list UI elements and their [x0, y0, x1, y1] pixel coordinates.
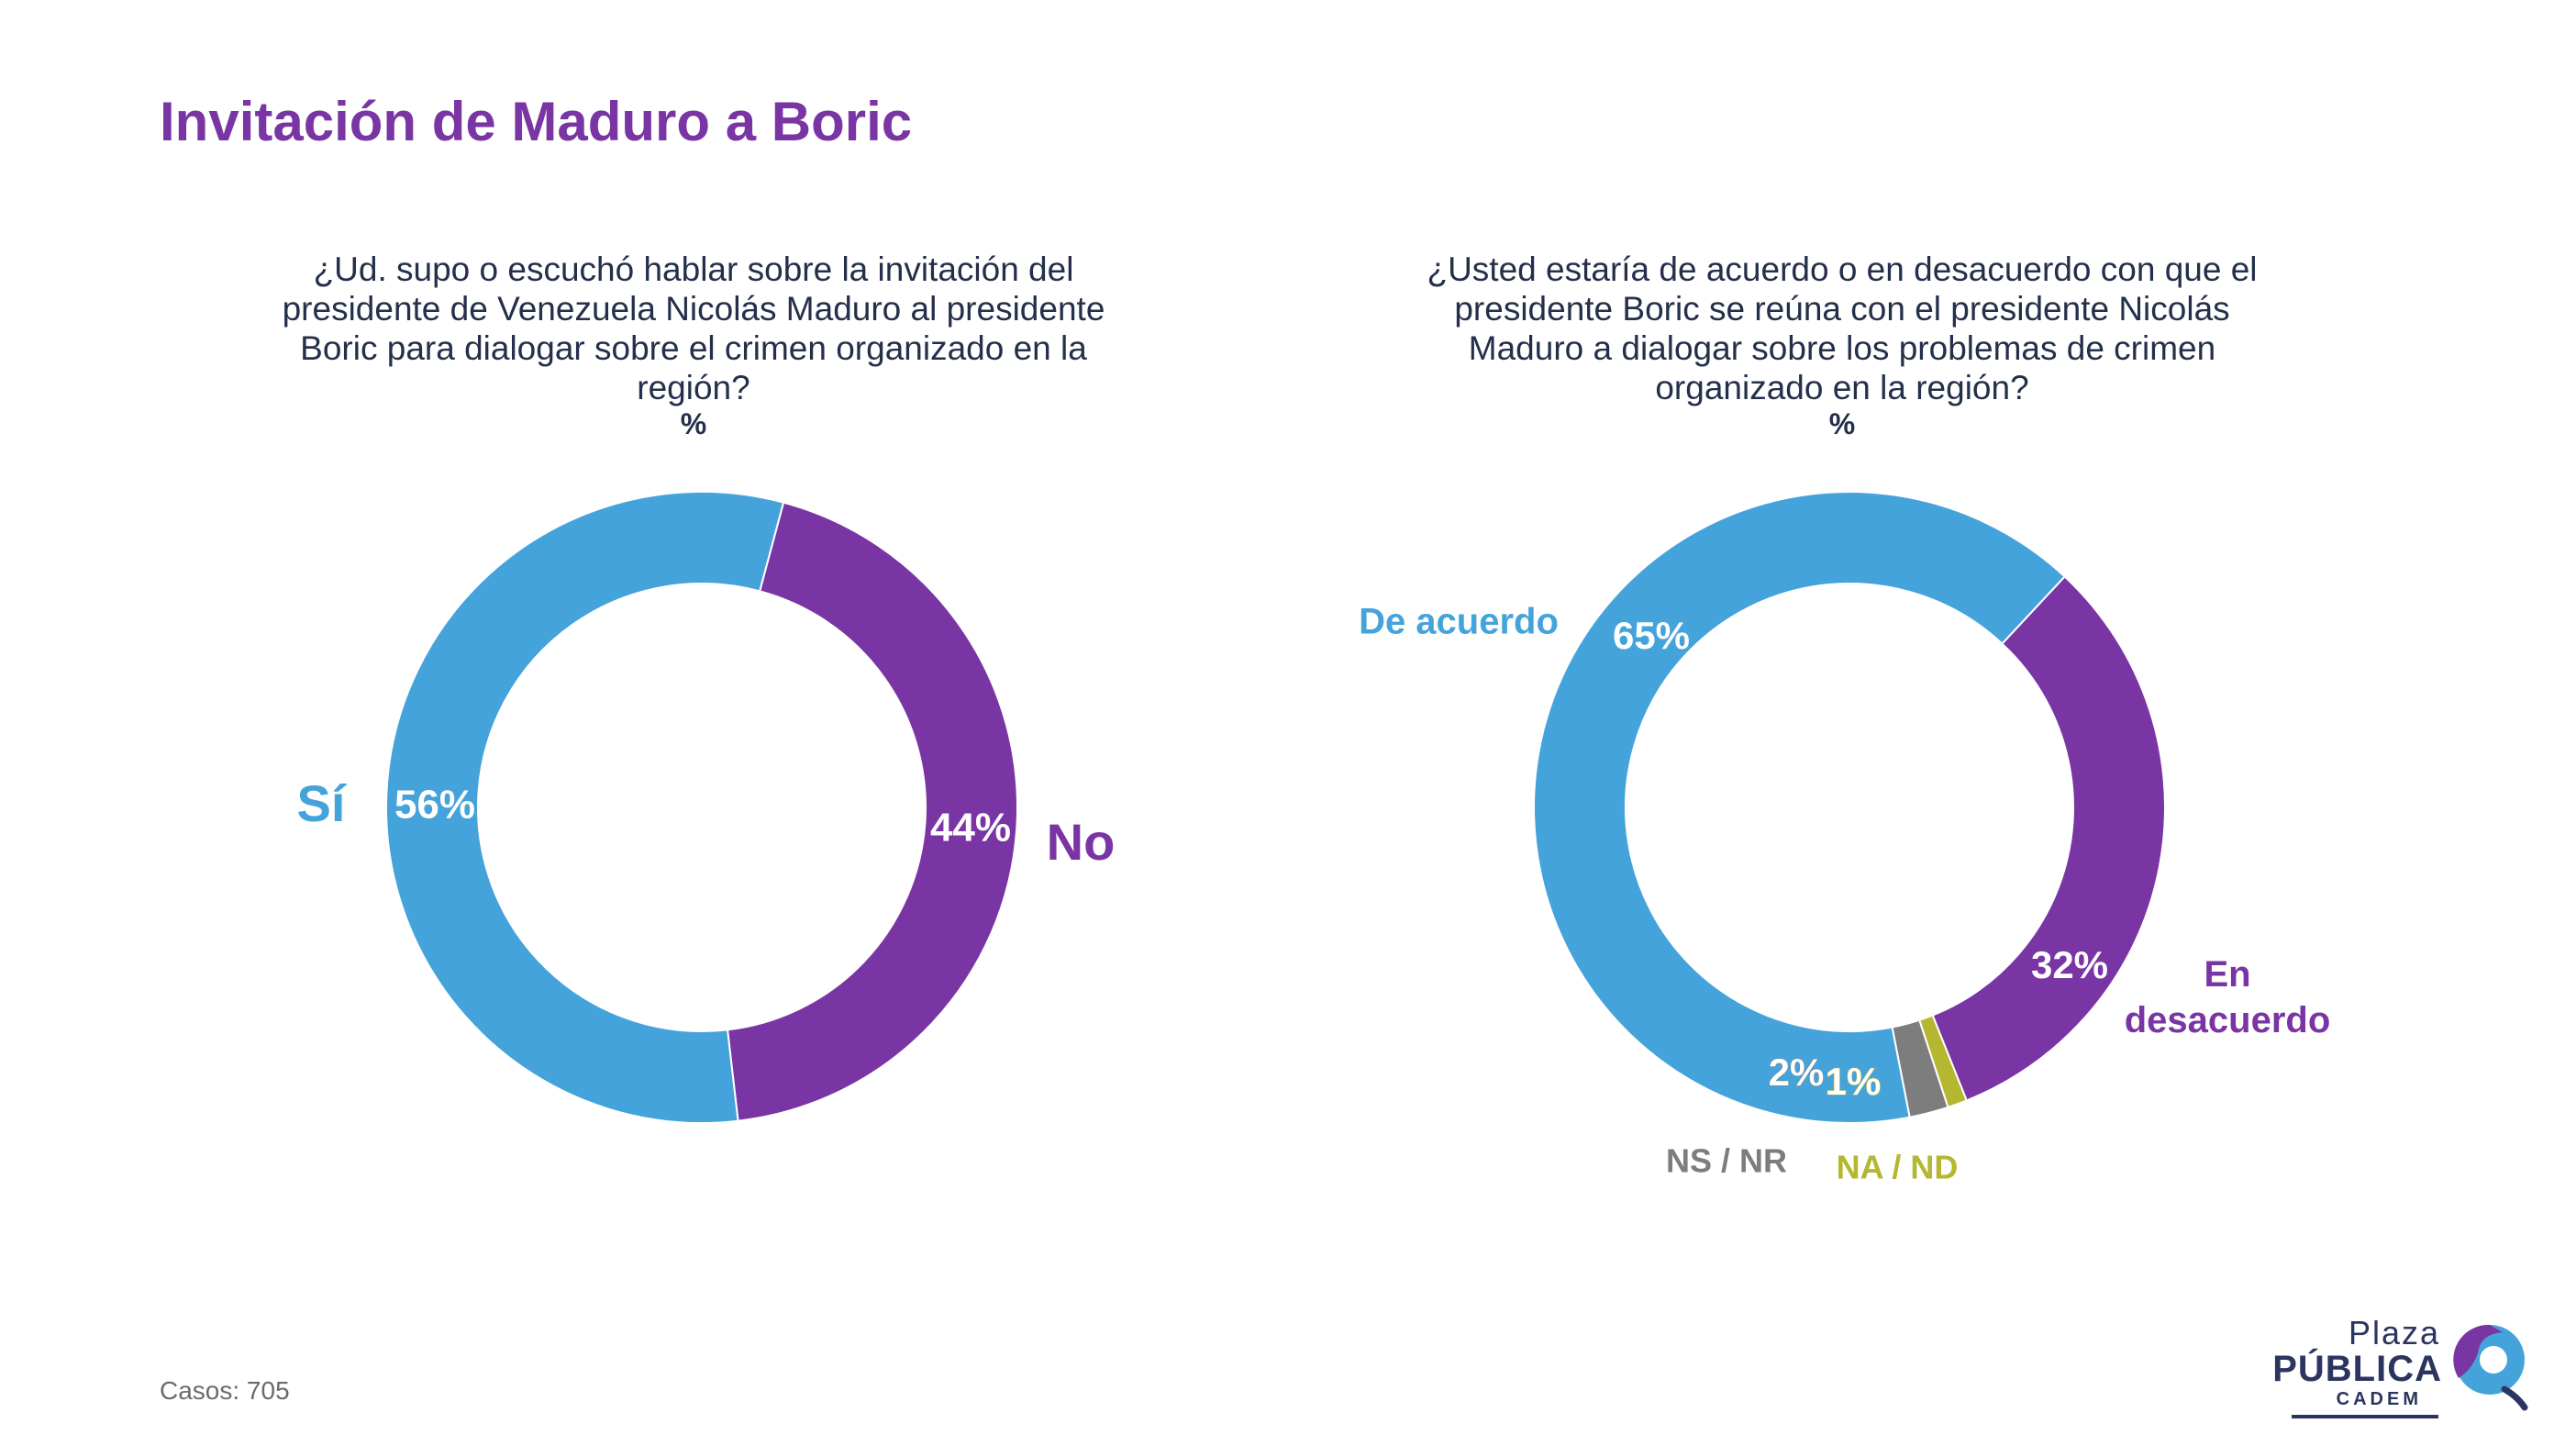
chart2-slice-en-desacuerdo [1931, 574, 2166, 1102]
chart2-data-label-ns-nr: 2% [1769, 1051, 1825, 1094]
chart2-category-label-ns-nr: NS / NR [1666, 1142, 1787, 1180]
chart2-question: ¿Usted estaría de acuerdo o en desacuerd… [1427, 250, 2258, 406]
chart2-data-label-de-acuerdo: 65% [1613, 614, 1690, 657]
chart2-category-label-na-nd: NA / ND [1837, 1149, 1959, 1186]
logo-underline [2292, 1415, 2438, 1418]
chart2-unit: % [1828, 407, 1856, 440]
logo-swirl-icon [2453, 1324, 2528, 1411]
chart2-data-label-na-nd: 1% [1826, 1060, 1882, 1103]
plaza-publica-logo: Plaza PÚBLICA CADEM [2272, 1312, 2532, 1418]
chart1-slice-no [726, 501, 1018, 1122]
logo-line-cadem: CADEM [2336, 1389, 2422, 1409]
logo-line-plaza: Plaza [2348, 1314, 2440, 1351]
chart1-slice-s- [385, 491, 785, 1124]
chart1-data-label-no: 44% [930, 806, 1011, 851]
chart1-category-label-s-: Sí [297, 774, 348, 832]
chart1-unit: % [680, 407, 707, 440]
chart2-category-label-en-desacuerdo: En desacuerdo [2125, 954, 2331, 1040]
chart2-data-label-en-desacuerdo: 32% [2031, 943, 2108, 986]
chart1-question: ¿Ud. supo o escuchó hablar sobre la invi… [282, 250, 1105, 406]
page-title: Invitación de Maduro a Boric [160, 91, 913, 152]
chart2-slice-de-acuerdo [1533, 491, 2067, 1124]
chart1-data-label-s-: 56% [394, 783, 475, 828]
chart1-category-label-no: No [1047, 813, 1116, 871]
chart2-category-label-de-acuerdo: De acuerdo [1359, 602, 1559, 642]
cases-count: Casos: 705 [160, 1376, 290, 1405]
logo-line-publica: PÚBLICA [2272, 1349, 2442, 1389]
